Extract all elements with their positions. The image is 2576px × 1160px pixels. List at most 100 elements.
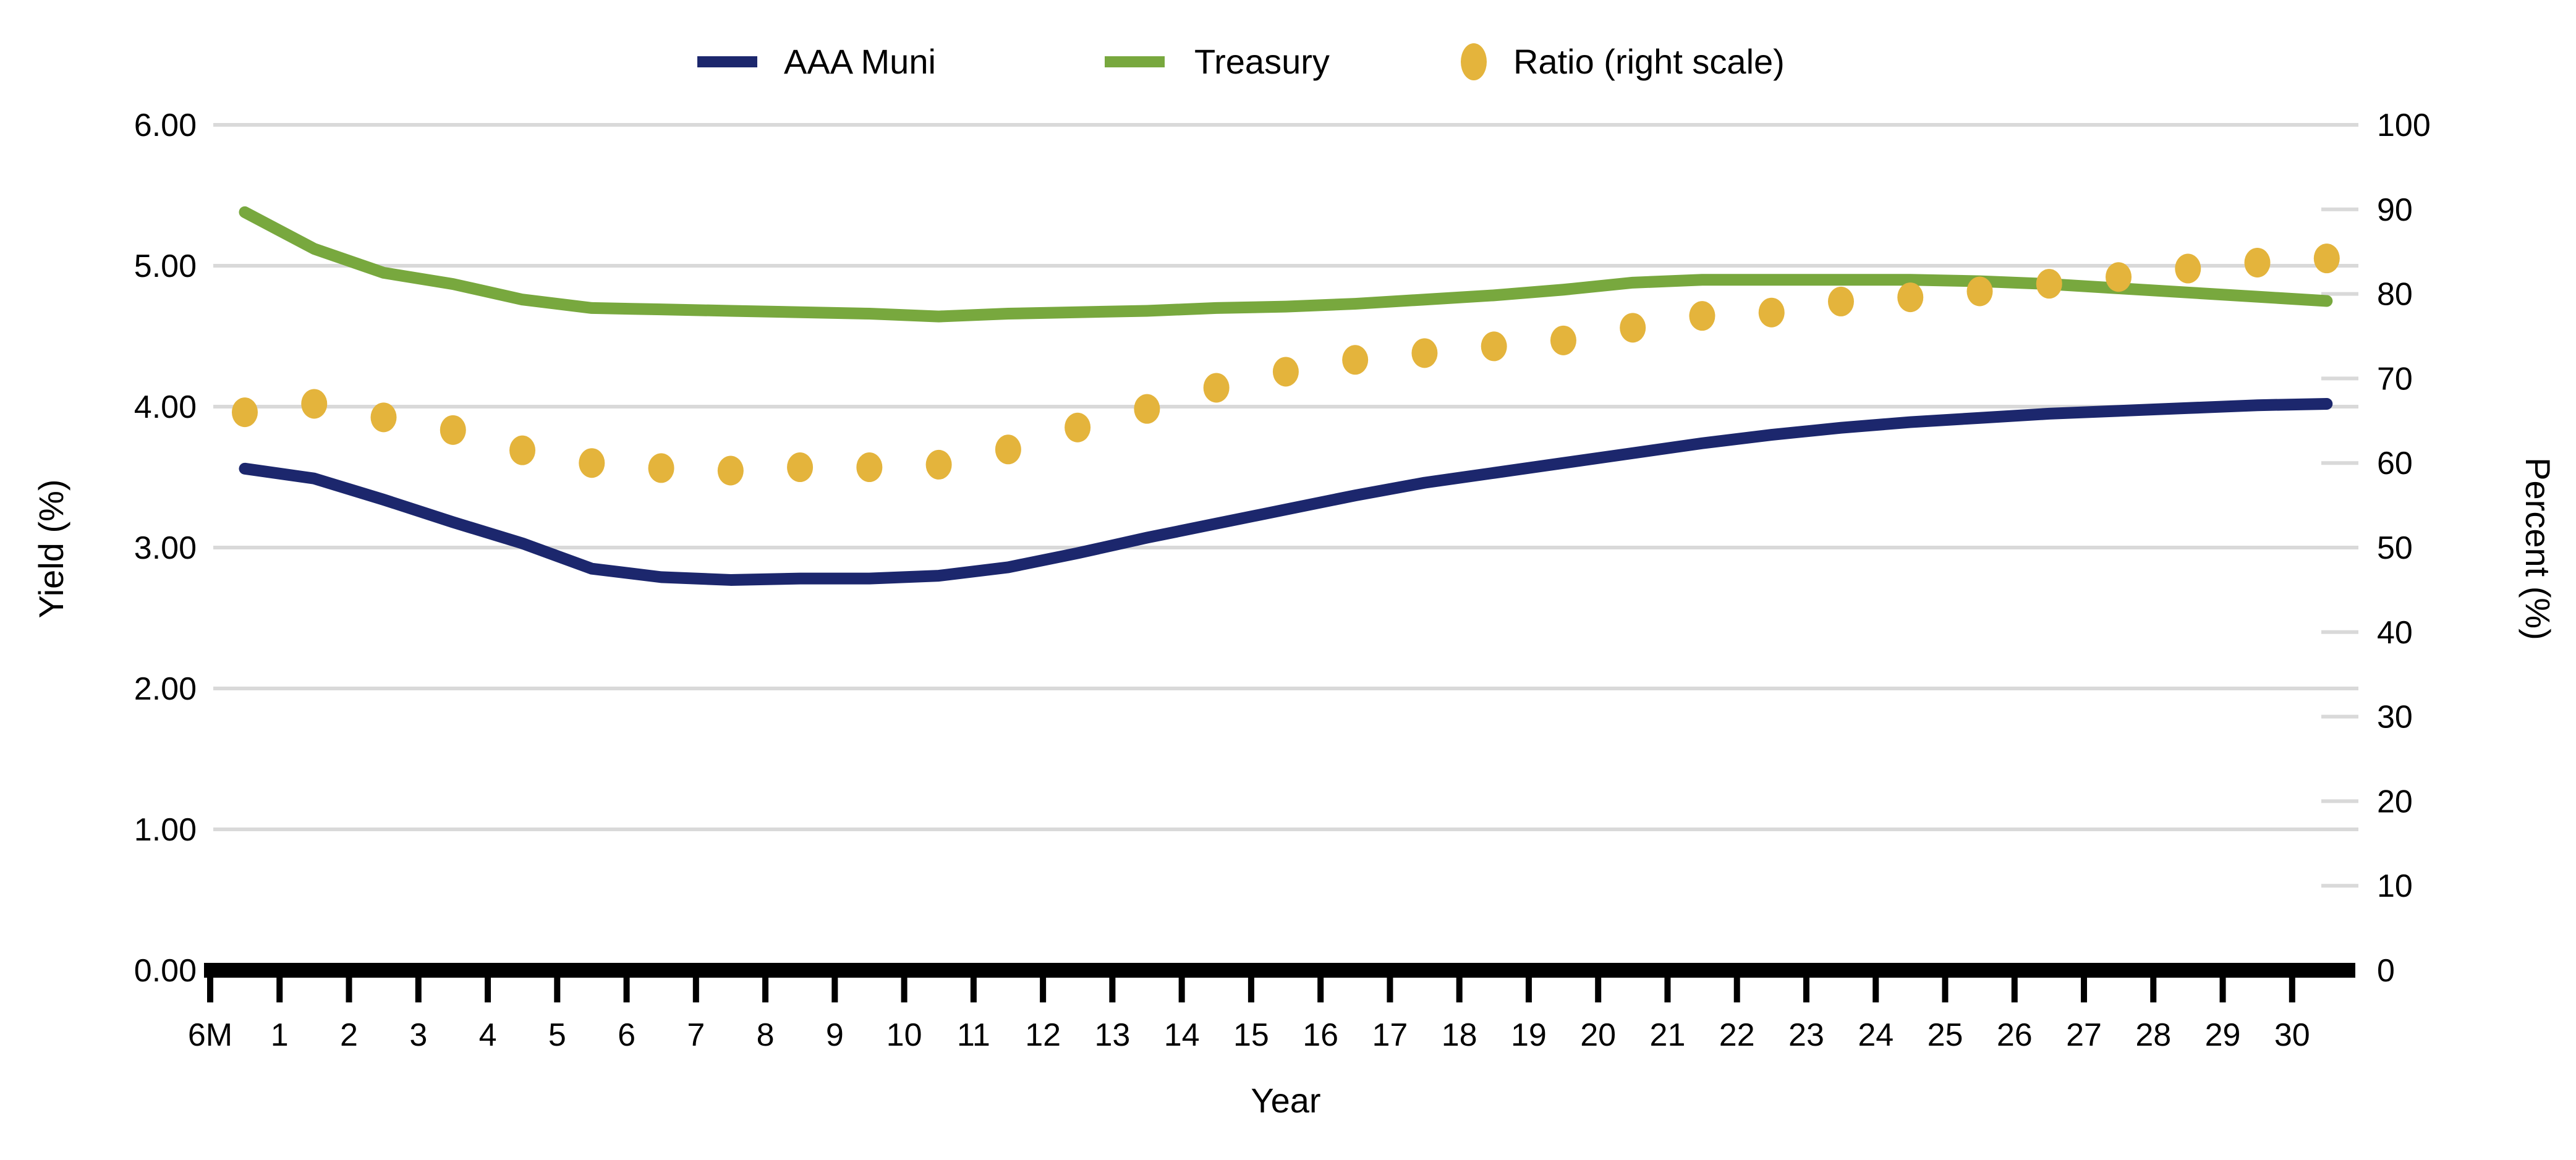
x-tick-label: 30	[2274, 1017, 2310, 1053]
ratio-dot	[2106, 262, 2132, 292]
left-tick-label: 4.00	[134, 389, 197, 425]
ratio-dot	[579, 448, 605, 478]
ratio-dot	[1065, 412, 1091, 442]
ratio-dot	[1827, 286, 1854, 316]
ratio-dot	[1272, 357, 1299, 387]
ratio-dot	[1134, 394, 1160, 424]
right-tick-label: 100	[2377, 108, 2431, 143]
x-tick-label: 26	[1997, 1017, 2033, 1053]
right-tick-label: 10	[2377, 868, 2413, 904]
ratio-dot	[1342, 345, 1369, 375]
x-tick-label: 28	[2135, 1017, 2171, 1053]
right-tick-label: 20	[2377, 784, 2413, 819]
y-axis-title: Yield (%)	[32, 479, 70, 618]
right-tick-label: 80	[2377, 277, 2413, 313]
ratio-dot	[2036, 269, 2062, 299]
x-tick-label: 6	[618, 1017, 635, 1053]
axis-titles: Yield (%) Percent (%) Year	[32, 457, 2557, 1120]
right-tick-label: 0	[2377, 953, 2395, 989]
ratio-dot	[1966, 276, 1993, 307]
right-axis-title: Percent (%)	[2519, 457, 2557, 640]
ratio-dot	[2244, 247, 2271, 277]
x-tick-label: 22	[1719, 1017, 1755, 1053]
legend-item-ratio-right-scale-: Ratio (right scale)	[1461, 42, 1785, 81]
left-tick-label: 1.00	[134, 812, 197, 848]
x-tick-label: 25	[1928, 1017, 1963, 1053]
ratio-dot	[370, 402, 397, 433]
x-tick-label: 15	[1233, 1017, 1269, 1053]
x-tick-label: 12	[1025, 1017, 1061, 1053]
left-tick-label: 3.00	[134, 530, 197, 566]
x-tick-label: 3	[409, 1017, 427, 1053]
ratio-dot	[1758, 297, 1785, 328]
legend-item-treasury: Treasury	[1105, 42, 1330, 81]
series-ratio-dots	[232, 243, 2340, 486]
ratio-dot	[856, 452, 883, 483]
left-tick-label: 2.00	[134, 671, 197, 707]
legend-item-aaa-muni: AAA Muni	[697, 42, 936, 81]
left-axis-labels: 0.00 1.00 2.00 3.00 4.00 5.00 6.00	[134, 108, 197, 989]
series-aaa-muni-line	[239, 397, 2333, 586]
x-tick-label: 7	[687, 1017, 705, 1053]
legend-dot-swatch	[1461, 43, 1487, 80]
x-tick-label: 4	[479, 1017, 497, 1053]
ratio-dot	[232, 397, 258, 428]
x-tick-label: 24	[1858, 1017, 1894, 1053]
right-tick-label: 50	[2377, 530, 2413, 566]
ratio-dot	[1481, 331, 1507, 362]
legend: AAA Muni Treasury Ratio (right scale)	[697, 42, 1785, 81]
right-tick-label: 30	[2377, 700, 2413, 735]
legend-label: Ratio (right scale)	[1513, 42, 1785, 81]
legend-line-swatch	[697, 56, 757, 67]
x-tick-label: 5	[548, 1017, 566, 1053]
ratio-dot	[2313, 243, 2340, 274]
ratio-dot	[1203, 373, 1230, 403]
left-tick-label: 5.00	[134, 248, 197, 284]
x-tick-label: 21	[1650, 1017, 1686, 1053]
x-tick-label: 16	[1303, 1017, 1338, 1053]
x-tick-label: 9	[826, 1017, 844, 1053]
ratio-dot	[717, 455, 744, 486]
right-axis-labels: 0 10 20 30 40 50 60 70 80 90 100	[2377, 108, 2431, 989]
x-tick-label: 14	[1164, 1017, 1200, 1053]
x-tick-label: 29	[2205, 1017, 2241, 1053]
ratio-dot	[1620, 313, 1646, 343]
x-tick-label: 13	[1094, 1017, 1130, 1053]
ratio-dot	[648, 453, 674, 483]
x-tick-label: 20	[1580, 1017, 1616, 1053]
x-axis: 6M 1 2 3 4 5 6 7 8 9 10 11 12 13 14 15 16 17 18 19 20 21 22 23 2…	[188, 963, 2355, 1053]
legend-label: AAA Muni	[784, 42, 936, 81]
x-axis-title: Year	[1251, 1081, 1320, 1120]
ratio-dot	[1897, 282, 1924, 313]
ratio-dot	[1689, 301, 1715, 331]
x-tick-label: 18	[1442, 1017, 1477, 1053]
legend-label: Treasury	[1194, 42, 1330, 81]
ratio-dot	[301, 389, 328, 419]
x-tick-label: 2	[340, 1017, 358, 1053]
right-tick-label: 90	[2377, 192, 2413, 228]
ratio-dot	[440, 415, 466, 445]
ratio-dot	[2175, 253, 2201, 284]
legend-line-swatch	[1105, 56, 1165, 67]
ratio-dot	[995, 434, 1021, 465]
x-tick-label: 27	[2066, 1017, 2102, 1053]
left-tick-label: 0.00	[134, 953, 197, 989]
ratio-dot	[787, 452, 814, 483]
x-tick-label: 17	[1372, 1017, 1408, 1053]
ratio-dot	[1550, 325, 1576, 355]
x-tick-label: 6M	[188, 1017, 232, 1053]
x-tick-label: 19	[1511, 1017, 1547, 1053]
left-tick-label: 6.00	[134, 108, 197, 143]
x-tick-label: 8	[757, 1017, 775, 1053]
right-tick-label: 40	[2377, 615, 2413, 651]
ratio-dot	[925, 449, 952, 480]
right-tick-label: 70	[2377, 361, 2413, 397]
ratio-dot	[1411, 338, 1438, 368]
x-tick-label: 23	[1788, 1017, 1824, 1053]
ratio-dot	[509, 435, 536, 465]
right-axis-ticks	[2321, 207, 2358, 888]
gridlines	[213, 123, 2358, 831]
x-tick-label: 1	[271, 1017, 289, 1053]
